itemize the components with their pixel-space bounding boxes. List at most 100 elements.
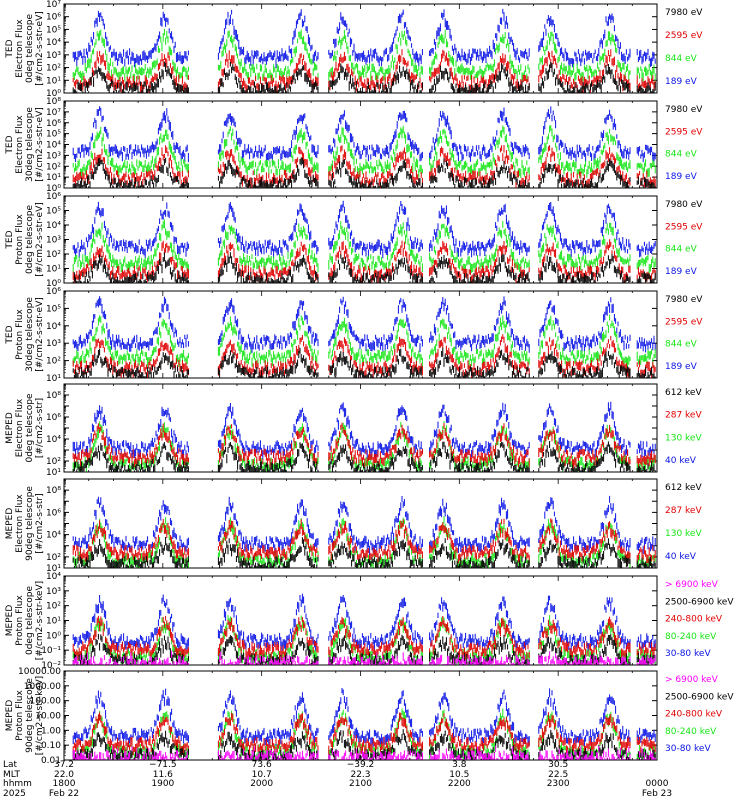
y-axis-label: TED Proton Flux 0deg telescope [#/cm2-s-str… (5, 202, 45, 277)
series-red (72, 422, 656, 469)
y-axis-label-line: Electron Flux (15, 398, 25, 457)
y-tick-label: 10³ (46, 339, 61, 349)
legend-entry: 189 eV (665, 77, 698, 87)
y-tick-label: 10¹ (46, 76, 61, 86)
series-trace (72, 615, 656, 661)
y-tick-label: 0.01 (41, 756, 61, 766)
series-trace (72, 157, 656, 188)
y-tick-label: 10³ (46, 51, 61, 61)
y-tick-label: 10² (46, 64, 61, 74)
y-axis-label-line: 30deg telescope (25, 107, 35, 182)
y-axis-label: MEPED Electron Flux 0deg telescope [#/cm2-s… (5, 393, 45, 463)
legend-entry: 189 eV (665, 267, 698, 277)
footer-tick-label: 0000 (646, 779, 669, 789)
footer-tick-label: 1900 (151, 779, 174, 789)
y-axis-label-line: Proton Flux (15, 214, 25, 265)
series-trace (72, 537, 656, 568)
y-tick-label: 10.00 (35, 712, 61, 722)
footer-tick-label: −39.2 (347, 760, 375, 770)
legend-entry: 2595 eV (665, 317, 703, 327)
legend: > 6900 keV 2500-6900 keV 240-800 keV 80-240… (665, 675, 734, 754)
y-tick-label: 10⁶ (46, 508, 61, 518)
y-axis-label-line: 0deg telescope (25, 14, 35, 84)
y-axis-label-line: TED (5, 325, 15, 344)
y-tick-label: 10² (46, 553, 61, 563)
series-red (72, 712, 656, 757)
legend-entry: 844 eV (665, 245, 698, 255)
y-tick-label: 10² (46, 457, 61, 467)
legend-entry: 2500-6900 keV (665, 692, 734, 702)
series-trace (72, 712, 656, 757)
y-axis-label-line: 30deg telescope (25, 297, 35, 372)
legend-entry: 130 keV (665, 529, 702, 539)
legend: > 6900 keV 2500-6900 keV 240-800 keV 80-240… (665, 580, 734, 659)
y-axis-label-line: [#/cm2-s-str-eV] (35, 11, 45, 86)
y-tick-label: 10⁴ (46, 435, 61, 445)
y-tick-label: 0.10 (41, 741, 61, 751)
y-tick-label: 10³ (46, 236, 61, 246)
y-tick-label: 10⁻² (41, 661, 61, 671)
y-axis-label-line: [#/cm2-s-str] (35, 493, 45, 553)
legend-entry: 30-80 keV (665, 649, 711, 659)
footer-tick-label: −71.5 (149, 760, 177, 770)
series-blue (72, 296, 656, 353)
legend-entry: 2595 eV (665, 127, 703, 137)
y-axis-label-line: TED (5, 135, 15, 154)
footer-tick-label: 22.5 (548, 770, 568, 780)
series-black (72, 537, 656, 568)
y-tick-label: 10⁶ (46, 287, 61, 297)
legend: 7980 eV 2595 eV 844 eV 189 eV (665, 105, 703, 182)
series-trace (72, 200, 656, 259)
series-black (72, 347, 656, 378)
y-axis-label-line: [#/cm2-s-str-eV] (35, 107, 45, 182)
y-tick-label: 10⁰ (46, 631, 61, 641)
y-tick-label: 10⁴ (46, 38, 61, 48)
legend-entry: 2595 eV (665, 222, 703, 232)
series-trace (72, 219, 656, 274)
legend: 612 keV 287 keV 130 keV 40 keV (665, 388, 702, 466)
y-tick-label: 10⁶ (46, 192, 61, 202)
y-tick-label: 10¹ (46, 564, 61, 574)
y-tick-label: 10⁸ (46, 486, 61, 496)
y-axis-label-line: [#/cm2-s-str-eV] (35, 297, 45, 372)
y-tick-label: 10² (46, 162, 61, 172)
y-tick-label: 10² (46, 602, 61, 612)
series-trace (72, 252, 656, 283)
y-tick-label: 10⁻¹ (41, 646, 61, 656)
footer-tick-label: 37.2 (54, 760, 74, 770)
footer-tick-label: 73.6 (252, 760, 272, 770)
y-tick-label: 1000.00 (24, 682, 61, 692)
y-axis-label-line: 90deg telescope (25, 486, 35, 561)
legend-entry: 30-80 keV (665, 744, 711, 754)
series-trace (72, 61, 656, 93)
y-tick-label: 10⁴ (46, 322, 61, 332)
footer-tick-label: 22.0 (54, 770, 74, 780)
y-tick-label: 100.00 (30, 697, 62, 707)
y-tick-label: 10¹ (46, 173, 61, 183)
y-tick-label: 10⁴ (46, 531, 61, 541)
y-tick-label: 10⁸ (46, 97, 61, 107)
legend-entry: 2500-6900 keV (665, 597, 734, 607)
y-axis-label: TED Proton Flux 30deg telescope [#/cm2-s-st… (5, 297, 45, 372)
y-axis-label-line: Electron Flux (15, 115, 25, 174)
legend-entry: 240-800 keV (665, 710, 723, 720)
footer-tick-label: 30.5 (548, 760, 568, 770)
series-red (72, 615, 656, 661)
legend-entry: 2595 eV (665, 31, 703, 41)
series-trace (72, 28, 656, 84)
legend-entry: 612 keV (665, 388, 702, 398)
y-tick-label: 10000.00 (18, 667, 61, 677)
series-green (72, 219, 656, 274)
legend-entry: 40 keV (665, 552, 697, 562)
y-tick-label: 10² (46, 357, 61, 367)
series-trace (72, 8, 656, 69)
series-magenta (72, 650, 656, 665)
legend-entry: 844 eV (665, 54, 698, 64)
y-tick-label: 10⁴ (46, 572, 61, 582)
y-axis-label-line: 90deg telescope (25, 678, 35, 753)
legend-entry: 240-800 keV (665, 615, 723, 625)
legend: 612 keV 287 keV 130 keV 40 keV (665, 483, 702, 562)
y-axis-label: MEPED Proton Flux 0deg telescope [#/cm2-s-s… (5, 581, 45, 660)
